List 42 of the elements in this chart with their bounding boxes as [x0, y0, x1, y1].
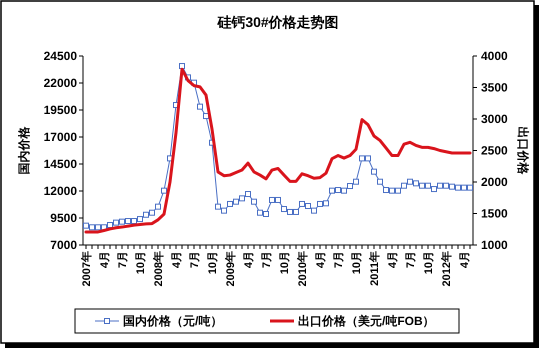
x-tick-label: 7月	[116, 251, 129, 268]
y2-tick-label: 1500	[481, 206, 508, 221]
y-tick-label: 19500	[44, 103, 78, 118]
y-axis-title: 国内价格	[17, 126, 32, 174]
x-tick-label: 10月	[278, 251, 291, 274]
x-tick-label: 4月	[242, 251, 255, 268]
x-tick-label: 2010年	[296, 251, 309, 286]
x-tick-label: 7月	[404, 251, 417, 268]
x-tick-label: 2009年	[224, 251, 237, 286]
x-tick-label: 7月	[260, 251, 273, 268]
y2-tick-label: 4000	[481, 49, 508, 64]
y-tick-label: 14500	[44, 157, 78, 172]
x-tick-label: 4月	[98, 251, 111, 268]
x-tick-label: 10月	[422, 251, 435, 274]
x-tick-label: 10月	[350, 251, 363, 274]
x-tick-label: 7月	[188, 251, 201, 268]
y-tick-label: 22000	[44, 76, 78, 90]
legend-label: 出口价格（美元/吨FOB）	[298, 314, 435, 328]
x-tick-label: 4月	[386, 251, 399, 268]
x-tick-label: 2007年	[80, 251, 93, 286]
y-tick-label: 9500	[50, 211, 78, 226]
x-tick-label: 7月	[332, 251, 345, 268]
x-tick-label: 2008年	[152, 251, 165, 286]
legend-label: 国内价格（元/吨）	[123, 314, 222, 328]
y-tick-label: 7000	[50, 238, 78, 252]
y-tick-label: 24500	[44, 49, 78, 64]
x-tick-label: 2012年	[440, 251, 453, 286]
y2-tick-label: 2500	[481, 144, 508, 158]
x-tick-label: 4月	[314, 251, 327, 268]
y2-tick-label: 2000	[481, 175, 508, 190]
x-tick-label: 2011年	[368, 251, 381, 286]
y-tick-label: 12000	[44, 184, 78, 198]
x-tick-label: 4月	[170, 251, 183, 268]
y2-axis-title: 出口价格	[516, 126, 530, 176]
chart-title: 硅钙30#价格走势图	[216, 14, 339, 30]
x-tick-label: 10月	[206, 251, 219, 274]
y2-tick-label: 1000	[481, 238, 508, 252]
y2-tick-label: 3000	[481, 112, 508, 126]
x-tick-label: 4月	[458, 251, 471, 268]
y2-tick-label: 3500	[481, 80, 508, 95]
x-tick-label: 10月	[134, 251, 147, 274]
y-tick-label: 17000	[44, 130, 78, 144]
